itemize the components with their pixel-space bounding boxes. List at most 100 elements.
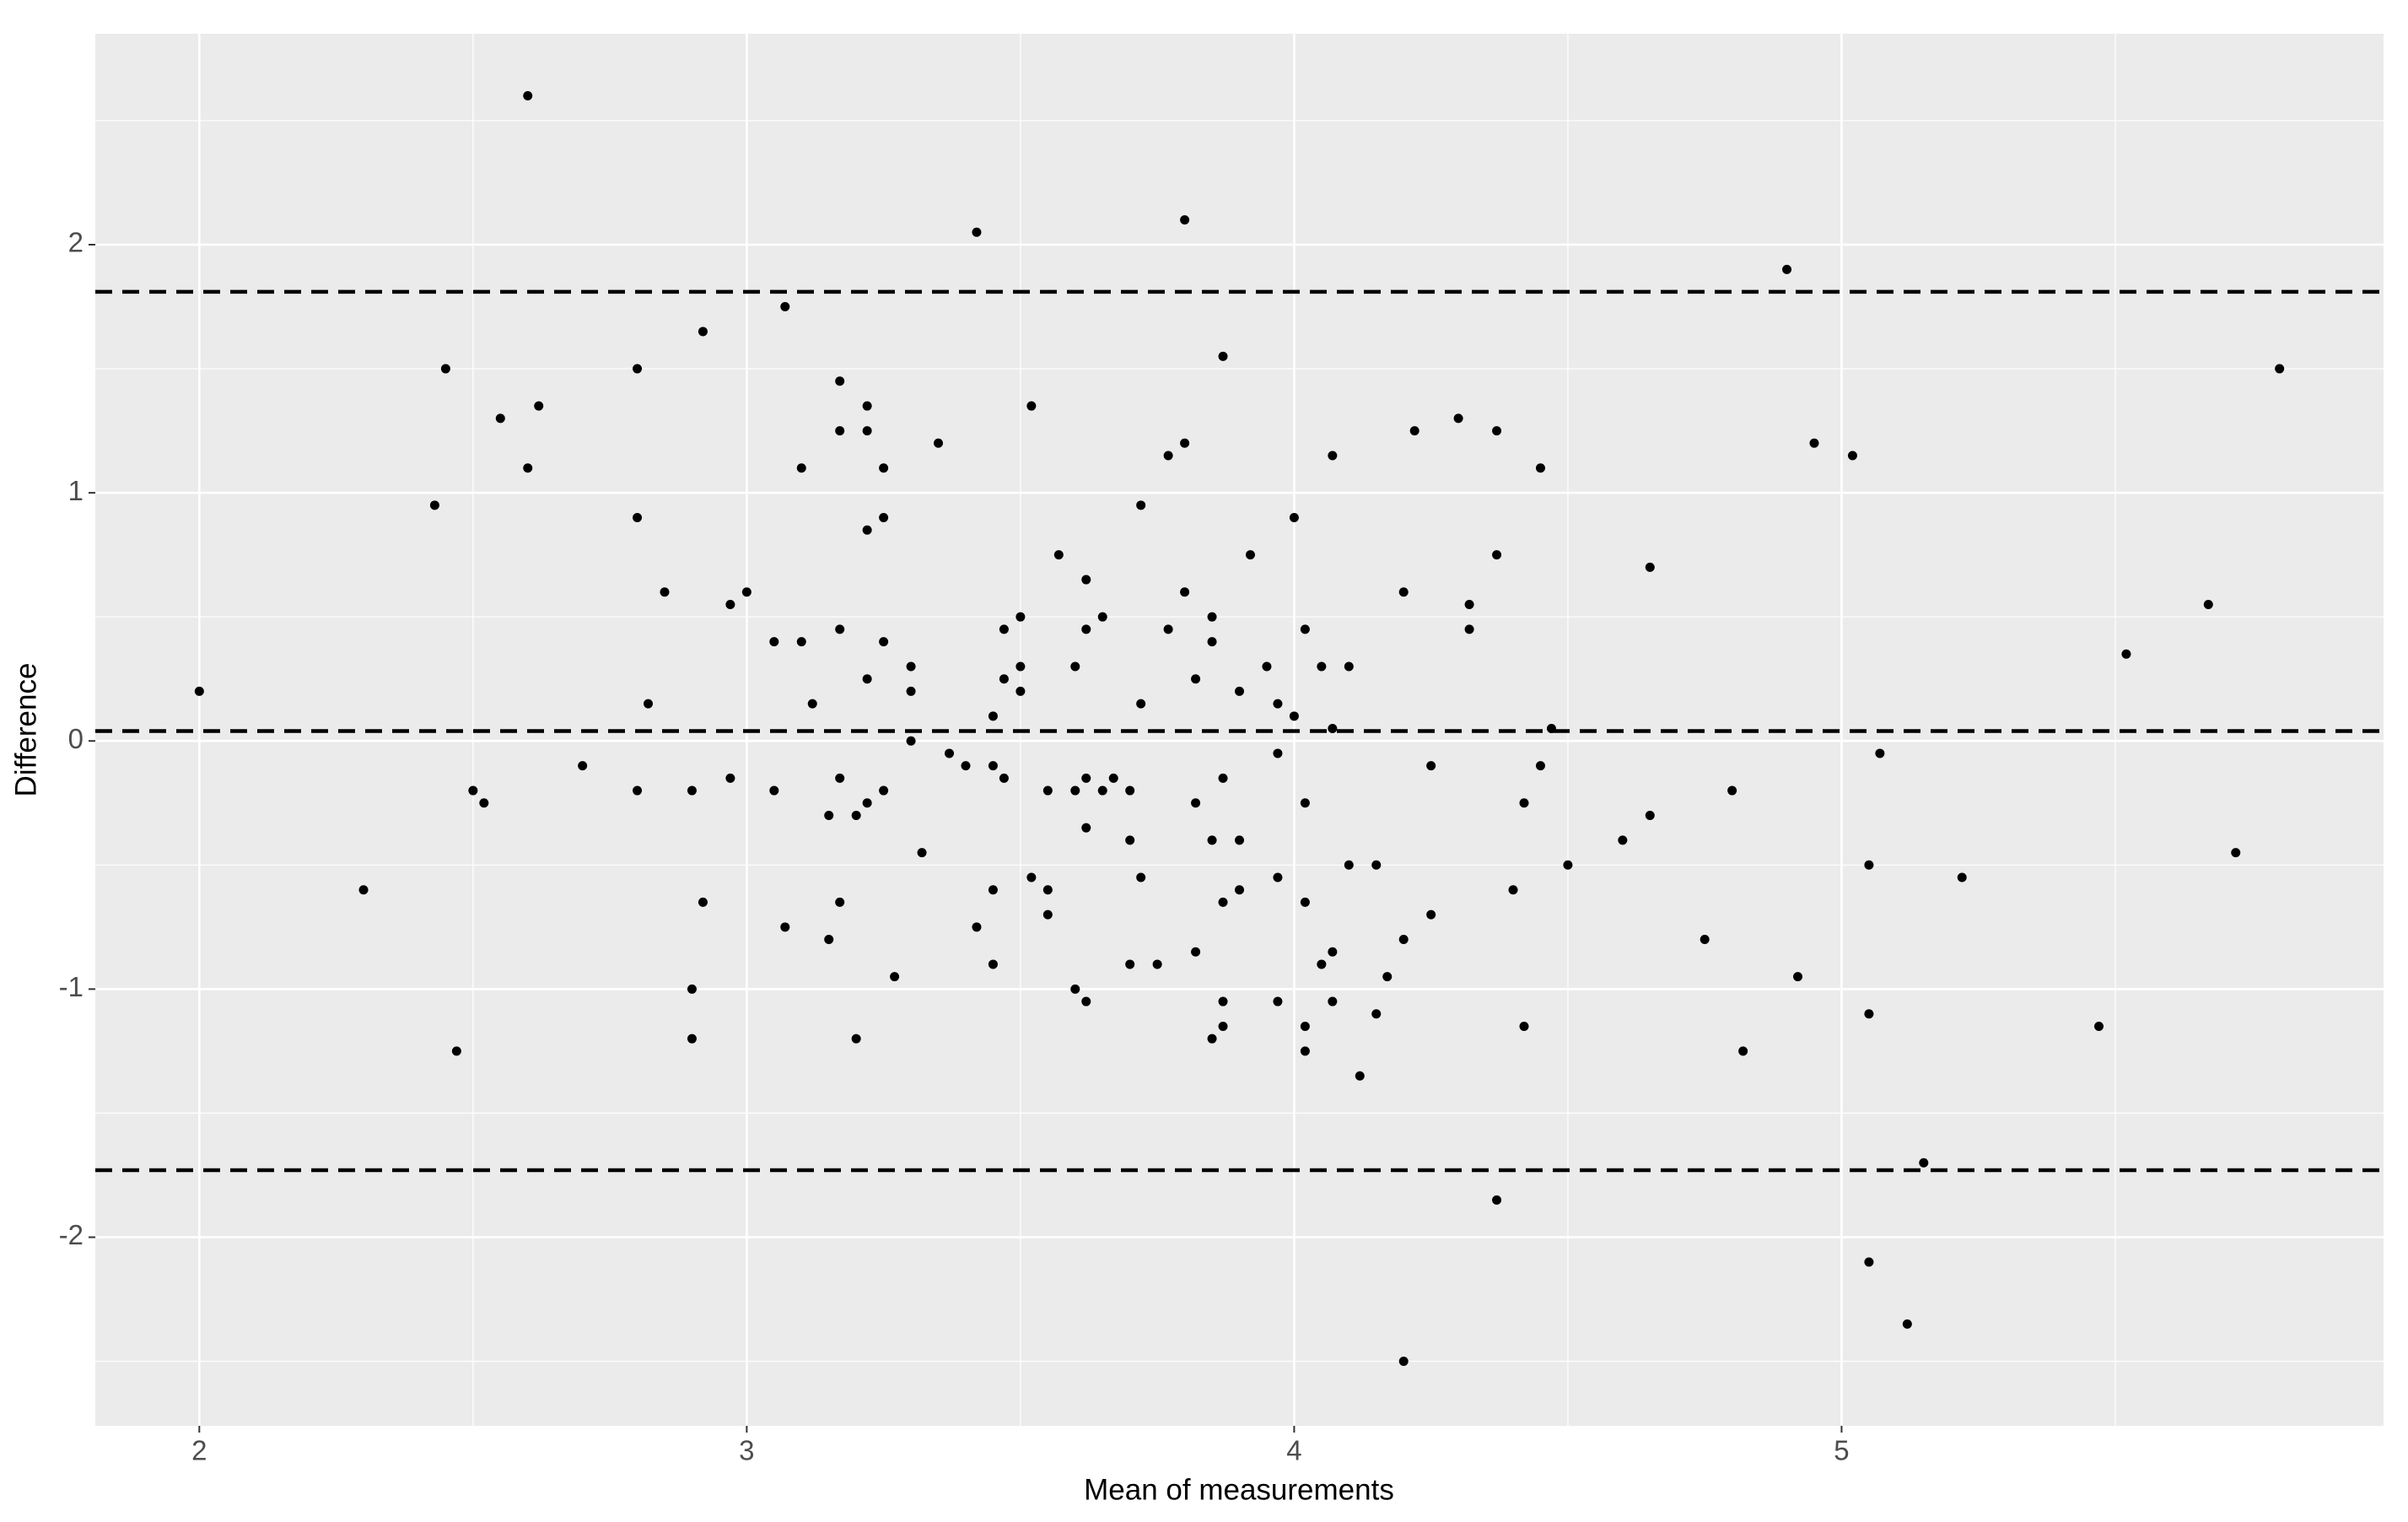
- point: [1180, 438, 1190, 448]
- point: [1207, 637, 1217, 647]
- point: [906, 686, 916, 696]
- point: [429, 500, 439, 510]
- point: [1464, 599, 1474, 609]
- point: [633, 513, 643, 523]
- x-tick-label: 2: [191, 1435, 207, 1466]
- point: [972, 227, 982, 237]
- y-tick-label: -1: [59, 971, 83, 1002]
- point: [1218, 351, 1228, 361]
- point: [879, 463, 889, 473]
- point: [1371, 1009, 1382, 1019]
- point: [1273, 996, 1283, 1007]
- point: [1136, 872, 1146, 882]
- point: [578, 761, 588, 771]
- point: [1519, 1021, 1529, 1031]
- point: [945, 748, 955, 758]
- point: [999, 624, 1009, 634]
- axes: 2 3 4 5 -2 -1 0 1 2: [59, 227, 1850, 1466]
- point: [1328, 947, 1338, 957]
- point: [1262, 661, 1272, 672]
- point: [824, 810, 834, 820]
- point: [1453, 413, 1463, 424]
- point: [1426, 761, 1436, 771]
- point: [934, 438, 944, 448]
- point: [1218, 1021, 1228, 1031]
- point: [972, 922, 982, 932]
- point: [999, 674, 1009, 684]
- point: [479, 798, 489, 808]
- point: [1426, 909, 1436, 920]
- point: [1328, 451, 1338, 461]
- point: [2231, 848, 2241, 858]
- point: [1793, 972, 1803, 982]
- point: [1300, 798, 1310, 808]
- point: [1125, 785, 1135, 796]
- point: [961, 761, 971, 771]
- point: [633, 364, 643, 374]
- point: [1081, 624, 1091, 634]
- point: [698, 327, 708, 337]
- point: [1218, 996, 1228, 1007]
- point: [440, 364, 450, 374]
- point: [1519, 798, 1529, 808]
- point: [824, 935, 834, 945]
- point: [1081, 773, 1091, 783]
- point: [1535, 761, 1545, 771]
- point: [1328, 724, 1338, 734]
- y-tick-label: 2: [68, 227, 83, 258]
- point: [862, 674, 872, 684]
- point: [1382, 972, 1393, 982]
- point: [644, 699, 654, 709]
- point: [1218, 897, 1228, 907]
- point: [1070, 785, 1080, 796]
- point: [862, 525, 872, 535]
- point: [495, 413, 505, 424]
- point: [1492, 426, 1502, 436]
- point: [1300, 897, 1310, 907]
- point: [1344, 661, 1354, 672]
- point: [917, 848, 927, 858]
- point: [1026, 401, 1037, 411]
- point: [862, 426, 872, 436]
- point: [1042, 885, 1053, 895]
- point: [1300, 1021, 1310, 1031]
- point: [1317, 959, 1327, 969]
- point: [1235, 686, 1244, 696]
- point: [1864, 860, 1874, 870]
- point: [780, 302, 790, 312]
- point: [1398, 1357, 1409, 1367]
- point: [1919, 1158, 1929, 1168]
- grid: [95, 34, 2384, 1426]
- point: [1273, 699, 1283, 709]
- point: [1015, 661, 1026, 672]
- point: [988, 761, 998, 771]
- point: [633, 785, 643, 796]
- point: [1207, 612, 1217, 622]
- point: [1081, 996, 1091, 1007]
- point: [523, 463, 533, 473]
- point: [1464, 624, 1474, 634]
- point: [835, 773, 845, 783]
- reference-lines: [95, 289, 2384, 1173]
- point: [1235, 885, 1244, 895]
- x-tick-label: 4: [1286, 1435, 1301, 1466]
- point: [1191, 674, 1201, 684]
- point: [1492, 550, 1502, 560]
- point: [1207, 835, 1217, 845]
- point: [879, 513, 889, 523]
- point: [835, 426, 845, 436]
- point: [1125, 835, 1135, 845]
- point: [1097, 612, 1107, 622]
- point: [1163, 624, 1173, 634]
- point: [1180, 215, 1190, 225]
- point: [1727, 785, 1737, 796]
- point: [1328, 996, 1338, 1007]
- point: [1300, 1046, 1310, 1056]
- point: [1355, 1071, 1365, 1081]
- point: [1738, 1046, 1748, 1056]
- point: [1070, 661, 1080, 672]
- point: [1191, 798, 1201, 808]
- point: [1108, 773, 1118, 783]
- point: [1289, 711, 1299, 721]
